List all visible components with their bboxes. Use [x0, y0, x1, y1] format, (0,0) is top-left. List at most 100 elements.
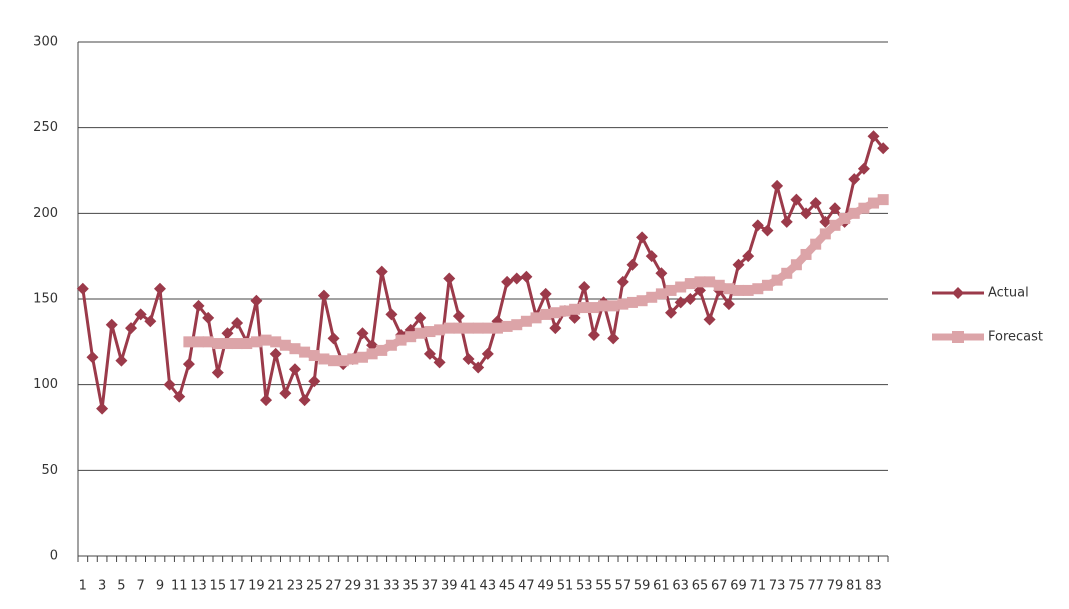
point	[452, 310, 465, 323]
x-tick-label: 47	[518, 579, 535, 594]
point	[549, 322, 562, 335]
point	[848, 207, 860, 219]
x-tick-label: 83	[865, 579, 882, 594]
point	[192, 299, 205, 312]
point	[781, 267, 793, 279]
point	[270, 336, 282, 348]
point	[549, 307, 561, 319]
point	[732, 258, 745, 271]
x-tick-label: 75	[788, 579, 805, 594]
point	[96, 402, 109, 415]
point	[578, 302, 590, 314]
x-tick-label: 57	[615, 579, 632, 594]
point	[810, 238, 822, 250]
point	[780, 215, 793, 228]
point	[752, 283, 764, 295]
point	[751, 219, 764, 232]
point	[713, 279, 725, 291]
point	[105, 318, 118, 331]
point	[693, 284, 706, 297]
point	[578, 281, 591, 294]
point	[771, 179, 784, 192]
y-tick-label: 250	[33, 120, 58, 135]
point	[588, 302, 600, 314]
point	[694, 276, 706, 288]
point	[819, 215, 832, 228]
point	[665, 284, 677, 296]
x-tick-label: 81	[846, 579, 863, 594]
point	[626, 296, 638, 308]
x-tick-label: 23	[287, 579, 304, 594]
point	[327, 332, 340, 345]
point	[328, 355, 340, 367]
point	[501, 320, 513, 332]
point	[819, 228, 831, 240]
point	[463, 322, 475, 334]
point	[636, 231, 649, 244]
point	[250, 294, 263, 307]
x-tick-label: 15	[210, 579, 227, 594]
point	[646, 291, 658, 303]
x-tick-label: 3	[98, 579, 106, 594]
point	[356, 327, 369, 340]
x-tick-label: 1	[79, 579, 87, 594]
x-tick-label: 19	[248, 579, 265, 594]
x-tick-label: 5	[117, 579, 125, 594]
point	[86, 351, 99, 364]
point	[684, 278, 696, 290]
point	[674, 296, 687, 309]
point	[675, 281, 687, 293]
point	[423, 347, 436, 360]
point	[337, 355, 349, 367]
point	[125, 322, 138, 335]
x-tick-label: 65	[692, 579, 709, 594]
point	[868, 197, 880, 209]
point	[655, 267, 668, 280]
point	[540, 308, 552, 320]
point	[375, 265, 388, 278]
point	[520, 270, 533, 283]
point	[308, 350, 320, 362]
x-tick-label: 17	[229, 579, 246, 594]
point	[153, 282, 166, 295]
point	[539, 287, 552, 300]
point	[800, 207, 813, 220]
point	[607, 332, 620, 345]
point	[414, 311, 427, 324]
point	[761, 279, 773, 291]
legend-label: Forecast	[988, 330, 1043, 345]
point	[298, 394, 311, 407]
point	[289, 343, 301, 355]
y-tick-label: 0	[50, 549, 58, 564]
x-tick-label: 59	[634, 579, 651, 594]
point	[231, 316, 244, 329]
point	[761, 224, 774, 237]
point	[481, 347, 494, 360]
point	[839, 212, 851, 224]
x-tick-label: 77	[807, 579, 824, 594]
point	[829, 219, 841, 231]
point	[221, 327, 234, 340]
x-tick-label: 39	[441, 579, 458, 594]
x-tick-label: 51	[557, 579, 574, 594]
point	[260, 394, 273, 407]
point	[317, 289, 330, 302]
point	[501, 275, 514, 288]
point	[568, 311, 581, 324]
point	[443, 272, 456, 285]
point	[134, 308, 147, 321]
point	[607, 300, 619, 312]
point	[279, 339, 291, 351]
point	[144, 315, 157, 328]
point	[443, 322, 455, 334]
legend-label: Actual	[988, 286, 1029, 301]
point	[115, 354, 128, 367]
x-tick-label: 35	[402, 579, 419, 594]
point	[809, 197, 822, 210]
point	[742, 250, 755, 263]
x-tick-label: 21	[267, 579, 284, 594]
point	[617, 298, 629, 310]
legend-marker	[952, 331, 964, 343]
x-tick-label: 71	[750, 579, 767, 594]
x-tick-label: 13	[190, 579, 207, 594]
